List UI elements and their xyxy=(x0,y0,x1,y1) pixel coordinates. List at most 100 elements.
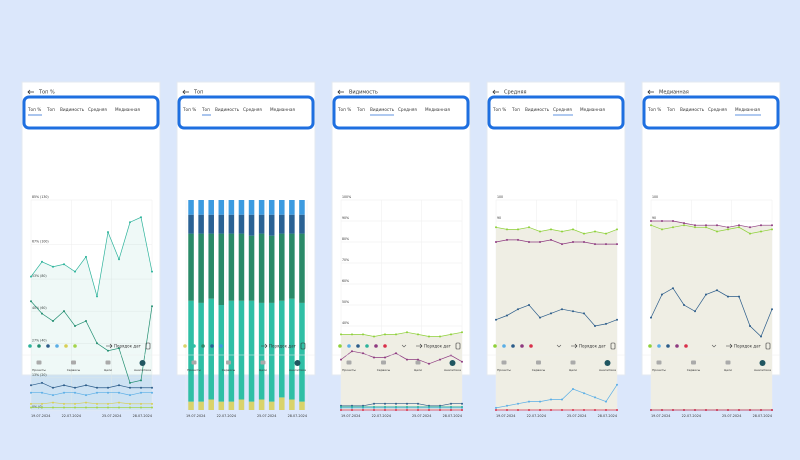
tab[interactable]: Топ % xyxy=(492,107,506,112)
nav-label[interactable]: Цели xyxy=(724,368,732,372)
legend-dot[interactable] xyxy=(502,344,506,348)
legend-dot[interactable] xyxy=(493,344,497,348)
legend-dot[interactable] xyxy=(511,344,515,348)
nav-label[interactable]: Проекты xyxy=(32,368,46,372)
expand-chevron[interactable] xyxy=(401,344,407,348)
tab[interactable]: Средняя xyxy=(243,107,262,112)
nav-icon[interactable] xyxy=(725,360,731,365)
legend-dot[interactable] xyxy=(529,344,533,348)
legend-dot[interactable] xyxy=(219,344,223,348)
doc-icon[interactable] xyxy=(145,342,151,350)
tab[interactable]: Медианная xyxy=(115,107,140,112)
expand-chevron[interactable] xyxy=(711,344,717,348)
tab[interactable]: Видимость xyxy=(370,107,395,112)
nav-icon[interactable] xyxy=(656,360,662,365)
nav-label[interactable]: Аналитика xyxy=(134,368,151,372)
back-arrow[interactable] xyxy=(337,89,344,95)
nav-icon[interactable] xyxy=(759,360,766,366)
legend-dot[interactable] xyxy=(201,344,205,348)
nav-label[interactable]: Цели xyxy=(414,368,422,372)
legend-dot[interactable] xyxy=(37,344,41,348)
legend-dot[interactable] xyxy=(666,344,670,348)
legend-dot[interactable] xyxy=(383,344,387,348)
nav-label[interactable]: Аналитика xyxy=(754,368,771,372)
nav-icon[interactable] xyxy=(346,360,352,365)
back-arrow[interactable] xyxy=(647,89,654,95)
nav-icon[interactable] xyxy=(139,360,146,366)
nav-label[interactable]: Сервисы xyxy=(687,368,701,372)
legend-dot[interactable] xyxy=(192,344,196,348)
tab[interactable]: Топ % xyxy=(647,107,661,112)
tab[interactable]: Средняя xyxy=(88,107,107,112)
tab[interactable]: Средняя xyxy=(398,107,417,112)
doc-icon[interactable] xyxy=(610,342,616,350)
tab[interactable]: Топ xyxy=(201,107,210,112)
nav-icon[interactable] xyxy=(604,360,611,366)
back-arrow[interactable] xyxy=(492,89,499,95)
sort-button[interactable]: Порядок дат xyxy=(579,344,607,349)
nav-label[interactable]: Проекты xyxy=(342,368,356,372)
tab[interactable]: Медианная xyxy=(270,107,295,112)
sort-arrow[interactable] xyxy=(261,343,268,349)
back-arrow[interactable] xyxy=(182,89,189,95)
nav-label[interactable]: Аналитика xyxy=(289,368,306,372)
sort-arrow[interactable] xyxy=(416,343,423,349)
tab[interactable]: Видимость xyxy=(215,107,240,112)
nav-icon[interactable] xyxy=(501,360,507,365)
legend-dot[interactable] xyxy=(657,344,661,348)
tab[interactable]: Топ xyxy=(666,107,675,112)
legend-dot[interactable] xyxy=(356,344,360,348)
nav-label[interactable]: Цели xyxy=(104,368,112,372)
expand-chevron[interactable] xyxy=(556,344,562,348)
tab[interactable]: Видимость xyxy=(60,107,85,112)
doc-icon[interactable] xyxy=(765,342,771,350)
legend-dot[interactable] xyxy=(520,344,524,348)
nav-icon[interactable] xyxy=(294,360,301,366)
nav-icon[interactable] xyxy=(260,360,266,365)
doc-icon[interactable] xyxy=(455,342,461,350)
legend-dot[interactable] xyxy=(46,344,50,348)
legend-dot[interactable] xyxy=(28,344,32,348)
nav-label[interactable]: Сервисы xyxy=(532,368,546,372)
nav-label[interactable]: Сервисы xyxy=(222,368,236,372)
nav-icon[interactable] xyxy=(71,360,76,365)
sort-arrow[interactable] xyxy=(106,343,113,349)
sort-arrow[interactable] xyxy=(726,343,733,349)
back-arrow[interactable] xyxy=(27,89,34,95)
legend-dot[interactable] xyxy=(374,344,378,348)
legend-dot[interactable] xyxy=(55,344,59,348)
tab[interactable]: Топ % xyxy=(182,107,196,112)
nav-label[interactable]: Цели xyxy=(569,368,577,372)
nav-icon[interactable] xyxy=(226,360,231,365)
nav-icon[interactable] xyxy=(105,360,111,365)
nav-label[interactable]: Проекты xyxy=(497,368,511,372)
nav-label[interactable]: Проекты xyxy=(187,368,201,372)
sort-button[interactable]: Порядок дат xyxy=(734,344,762,349)
sort-button[interactable]: Порядок дат xyxy=(114,344,142,349)
tab[interactable]: Топ % xyxy=(27,107,41,112)
nav-label[interactable]: Аналитика xyxy=(599,368,616,372)
tab[interactable]: Медианная xyxy=(580,107,605,112)
nav-icon[interactable] xyxy=(381,360,386,365)
legend-dot[interactable] xyxy=(338,344,342,348)
nav-label[interactable]: Сервисы xyxy=(67,368,81,372)
tab[interactable]: Медианная xyxy=(735,107,760,112)
legend-dot[interactable] xyxy=(648,344,652,348)
nav-icon[interactable] xyxy=(449,360,456,366)
nav-icon[interactable] xyxy=(536,360,541,365)
tab[interactable]: Видимость xyxy=(680,107,705,112)
tab[interactable]: Видимость xyxy=(525,107,550,112)
doc-icon[interactable] xyxy=(300,342,306,350)
tab[interactable]: Топ xyxy=(511,107,520,112)
nav-label[interactable]: Цели xyxy=(259,368,267,372)
legend-dot[interactable] xyxy=(684,344,688,348)
legend-dot[interactable] xyxy=(183,344,187,348)
tab[interactable]: Топ % xyxy=(337,107,351,112)
sort-button[interactable]: Порядок дат xyxy=(424,344,452,349)
tab[interactable]: Топ xyxy=(356,107,365,112)
nav-icon[interactable] xyxy=(691,360,696,365)
sort-button[interactable]: Порядок дат xyxy=(269,344,297,349)
legend-dot[interactable] xyxy=(347,344,351,348)
tab[interactable]: Средняя xyxy=(553,107,572,112)
legend-dot[interactable] xyxy=(73,344,77,348)
